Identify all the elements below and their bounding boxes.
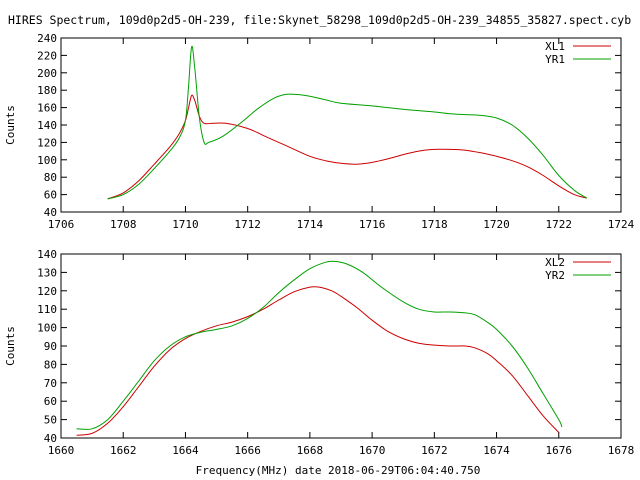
series-line-xl1: [107, 94, 587, 200]
y-tick-label: 180: [37, 84, 57, 97]
x-tick-label: 1724: [608, 218, 635, 231]
top-series: [107, 45, 588, 200]
series-line-yr1: [107, 45, 588, 200]
x-tick-label: 1714: [297, 218, 324, 231]
bottom-series: [76, 260, 563, 436]
top-spectrum-panel: 1706 1708 1710 1712 1714 1716 1718 1720 1722 1724…: [4, 32, 635, 231]
x-tick-label: 1662: [110, 444, 137, 457]
y-tick-label: 40: [44, 432, 57, 445]
y-tick-label: 60: [44, 189, 57, 202]
figure-title: HIRES Spectrum, 109d0p2d5-OH-239, file:S…: [8, 13, 631, 27]
y-tick-label: 140: [37, 119, 57, 132]
y-tick-label: 200: [37, 67, 57, 80]
x-tick-label: 1666: [234, 444, 261, 457]
x-tick-label: 1718: [421, 218, 448, 231]
x-tick-label: 1668: [297, 444, 324, 457]
x-tick-label: 1660: [48, 444, 75, 457]
x-tick-label: 1722: [546, 218, 573, 231]
y-tick-label: 240: [37, 32, 57, 45]
top-ylabel: Counts: [4, 105, 17, 145]
x-tick-label: 1670: [359, 444, 386, 457]
y-tick-label: 80: [44, 171, 57, 184]
series-line-xl2: [76, 286, 560, 436]
y-tick-label: 40: [44, 206, 57, 219]
y-tick-label: 110: [37, 303, 57, 316]
y-tick-label: 70: [44, 377, 57, 390]
y-tick-label: 120: [37, 285, 57, 298]
y-tick-label: 160: [37, 102, 57, 115]
y-tick-label: 50: [44, 414, 57, 427]
y-tick-label: 120: [37, 136, 57, 149]
x-tick-label: 1710: [172, 218, 199, 231]
y-tick-label: 90: [44, 340, 57, 353]
legend-label-yr2: YR2: [545, 269, 565, 282]
bottom-xlabel: Frequency(MHz) date 2018-06-29T06:04:40.…: [196, 464, 481, 477]
x-tick-label: 1708: [110, 218, 137, 231]
y-tick-label: 100: [37, 322, 57, 335]
top-axis-ticks: 1706 1708 1710 1712 1714 1716 1718 1720 1722 1724…: [37, 32, 634, 231]
x-tick-label: 1720: [483, 218, 510, 231]
bottom-plot-frame: [60, 253, 622, 439]
bottom-axis-ticks: 1660 1662 1664 1666 1668 1670 1672 1674 1676 1678…: [37, 248, 634, 457]
bottom-spectrum-panel: 1660 1662 1664 1666 1668 1670 1672 1674 1676 1678…: [4, 248, 634, 457]
x-tick-label: 1672: [421, 444, 448, 457]
y-tick-label: 140: [37, 248, 57, 261]
top-plot-frame: [60, 37, 622, 213]
x-tick-label: 1712: [234, 218, 261, 231]
y-tick-label: 80: [44, 358, 57, 371]
bottom-ylabel: Counts: [4, 326, 17, 366]
x-tick-label: 1678: [608, 444, 635, 457]
x-tick-label: 1716: [359, 218, 386, 231]
y-tick-label: 60: [44, 395, 57, 408]
x-tick-label: 1674: [483, 444, 510, 457]
y-tick-label: 100: [37, 154, 57, 167]
legend-label-yr1: YR1: [545, 53, 565, 66]
x-tick-label: 1664: [172, 444, 199, 457]
y-tick-label: 220: [37, 49, 57, 62]
x-tick-label: 1706: [48, 218, 75, 231]
x-tick-label: 1676: [546, 444, 573, 457]
y-tick-label: 130: [37, 266, 57, 279]
legend-label-xl2: XL2: [545, 256, 565, 269]
series-line-yr2: [76, 260, 563, 430]
legend-label-xl1: XL1: [545, 40, 565, 53]
